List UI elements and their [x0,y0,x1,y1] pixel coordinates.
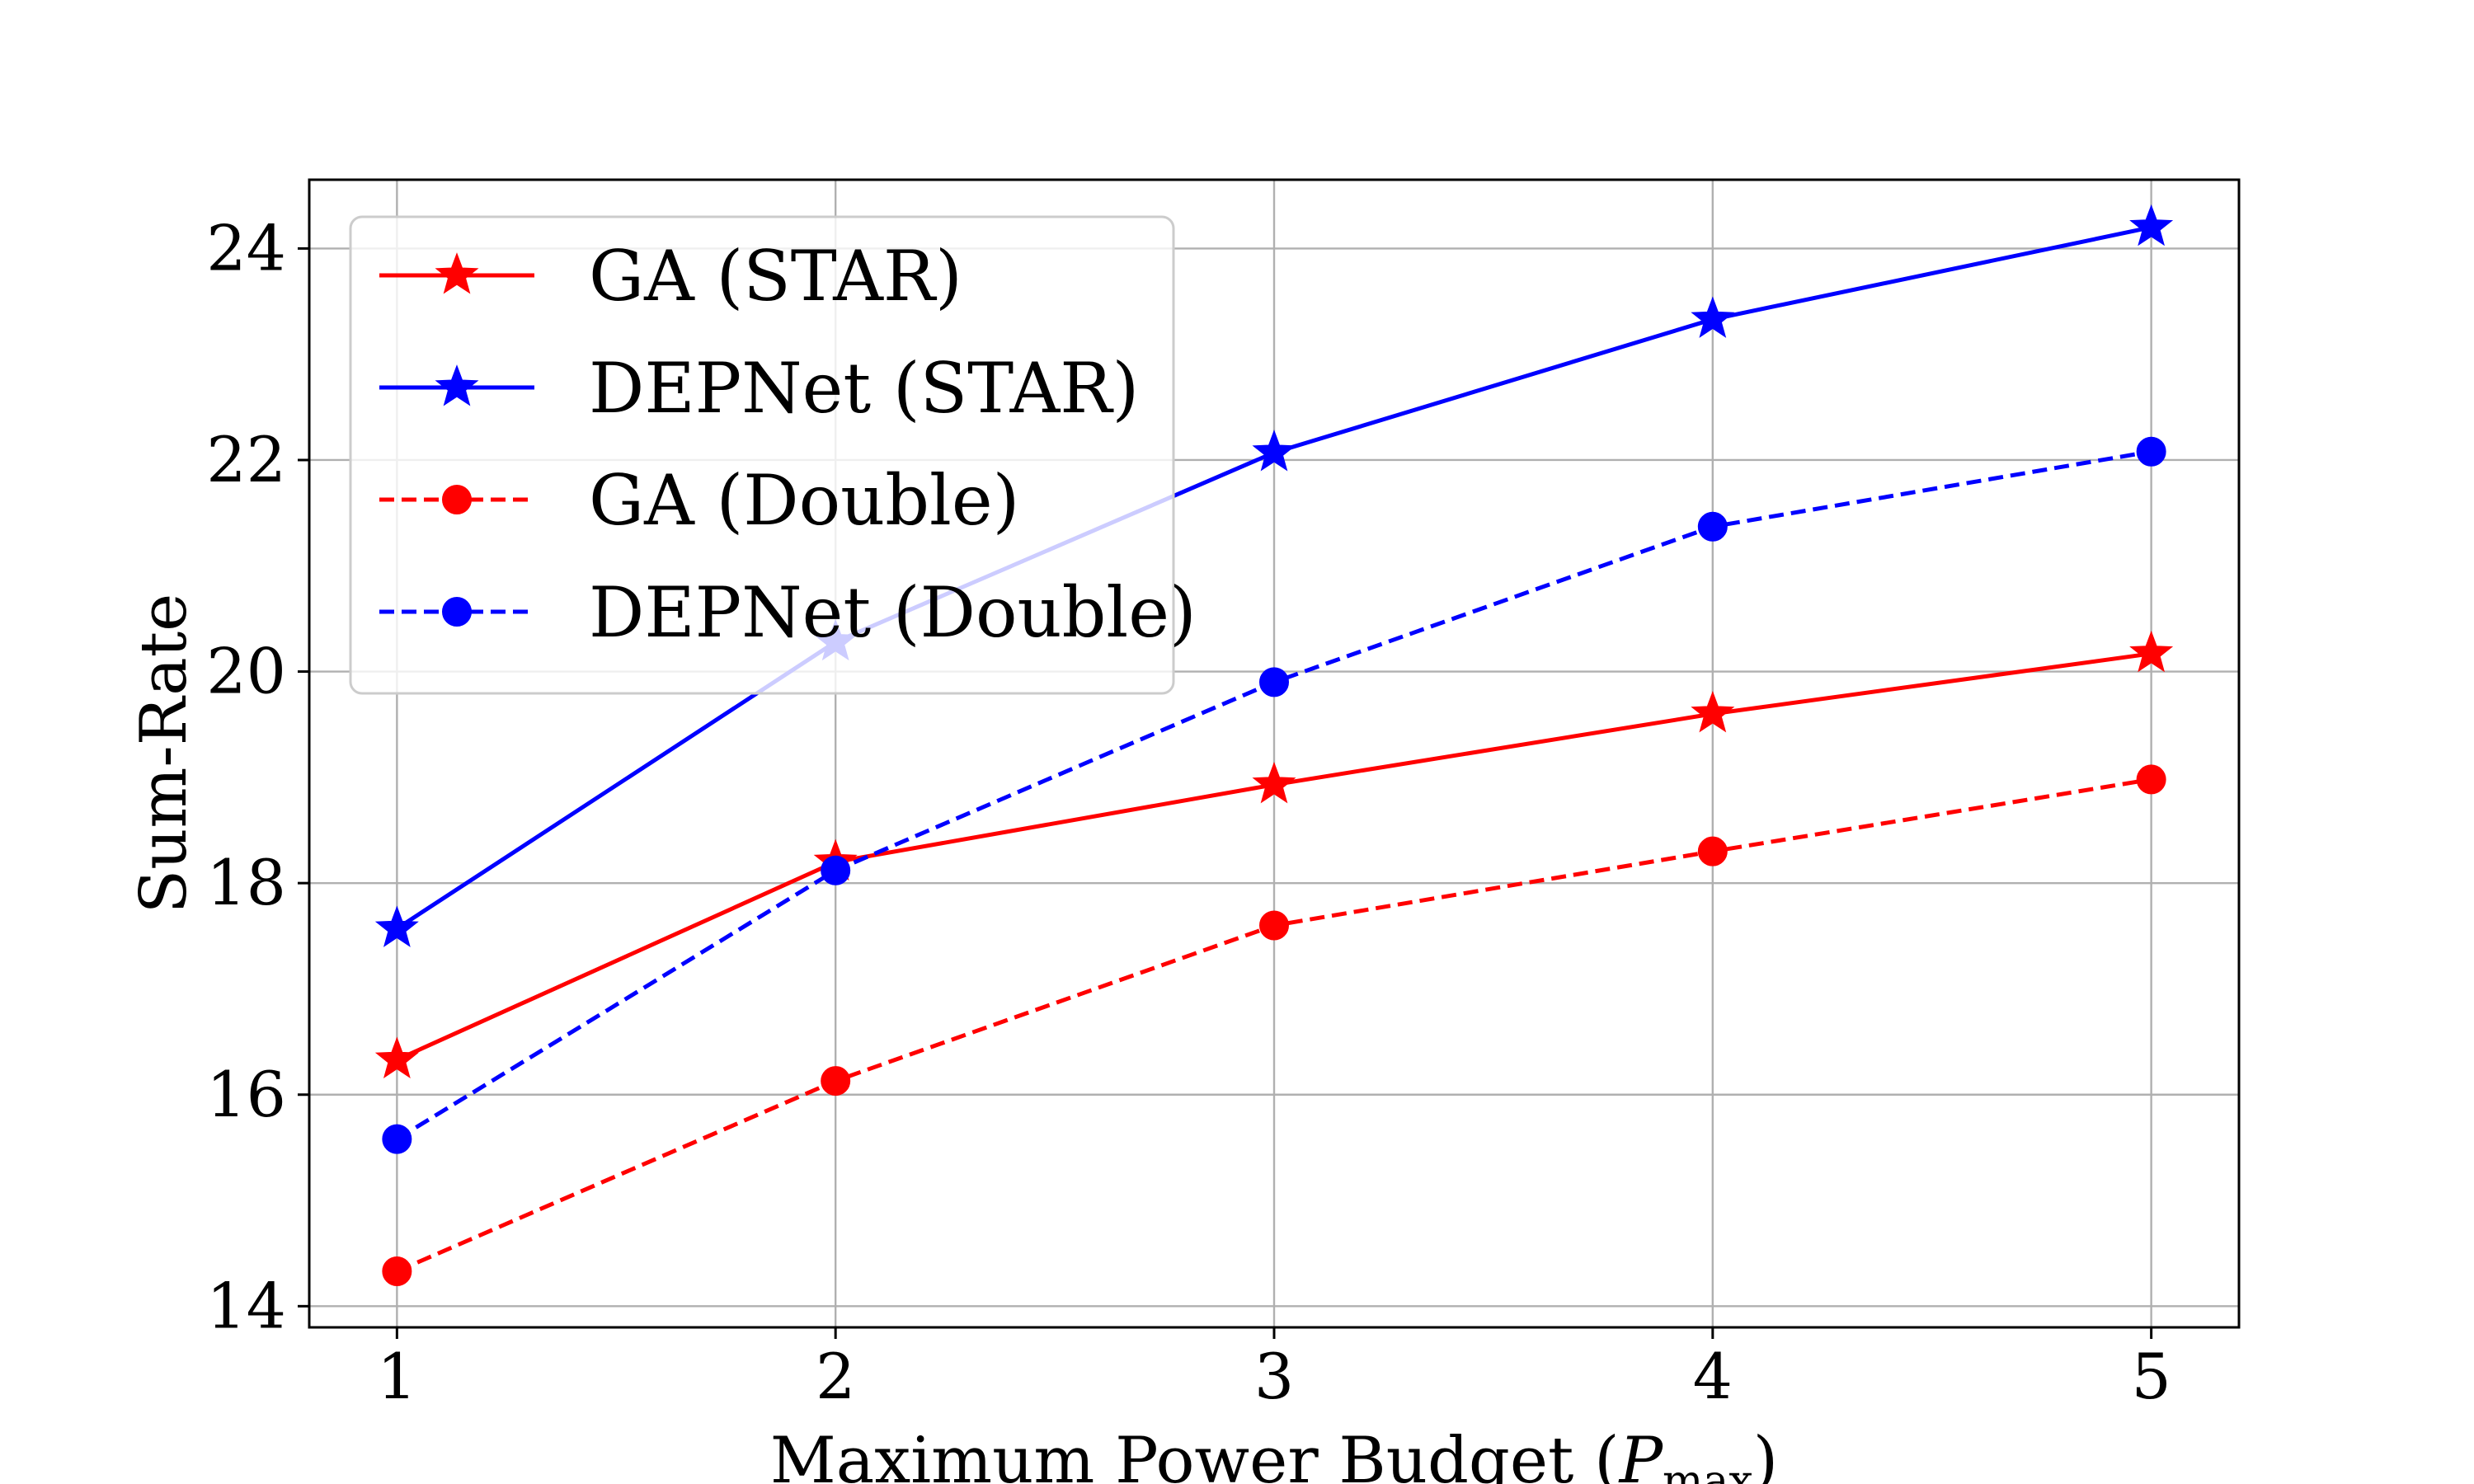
star-marker [2129,630,2174,673]
circle-marker [2136,436,2166,467]
star-marker [374,1036,419,1078]
x-axis-label-subscript: max [1663,1457,1753,1484]
legend-label: GA (Double) [589,460,1019,541]
circle-marker [1259,667,1289,697]
y-tick-label: 22 [206,423,286,496]
legend-label: DEPNet (Double) [589,572,1197,653]
star-marker-legend [435,364,479,406]
star-marker-legend [435,252,479,294]
tick-labels: 1 2 3 4 5 14 16 18 20 22 24 [206,211,2171,1413]
star-marker [1691,296,1735,338]
circle-marker [821,855,851,885]
star-marker [374,905,419,947]
circle-marker [382,1124,412,1154]
legend: GA (STAR) DEPNet (STAR) GA (Double) DEPNet … [349,215,1197,695]
x-tick-label: 1 [377,1340,416,1413]
x-tick-label: 3 [1254,1340,1294,1413]
star-marker [1252,761,1296,804]
legend-label: DEPNet (STAR) [589,348,1139,429]
x-tick-label: 5 [2131,1340,2171,1413]
y-tick-label: 20 [206,635,286,708]
y-tick-label: 16 [206,1058,286,1131]
circle-marker [2136,764,2166,795]
circle-marker-legend [442,485,472,514]
star-marker [2129,204,2174,247]
star-marker [1691,691,1735,733]
circle-marker [821,1066,851,1097]
circle-marker [1697,836,1728,866]
y-tick-label: 14 [206,1269,286,1342]
y-tick-label: 18 [206,846,286,919]
legend-label: GA (STAR) [589,236,962,317]
circle-marker [1259,910,1289,941]
series-layer [374,204,2174,1287]
series-3 [382,436,2166,1154]
x-tick-label: 2 [816,1340,855,1413]
legend-frame [349,215,1175,695]
x-axis-label: Maximum Power Budget (Pmax) [770,1424,1778,1484]
circle-marker-legend [442,597,472,627]
y-tick-label: 24 [206,211,286,284]
x-axis-label-symbol: P [1618,1424,1664,1484]
circle-marker [382,1256,412,1287]
x-axis-label-text: Maximum Power Budget [770,1424,1573,1484]
y-axis-label: Sum-Rate [127,594,201,914]
x-tick-label: 4 [1693,1340,1733,1413]
circle-marker [1697,511,1728,542]
series-2 [382,764,2166,1287]
star-marker [1252,430,1296,472]
